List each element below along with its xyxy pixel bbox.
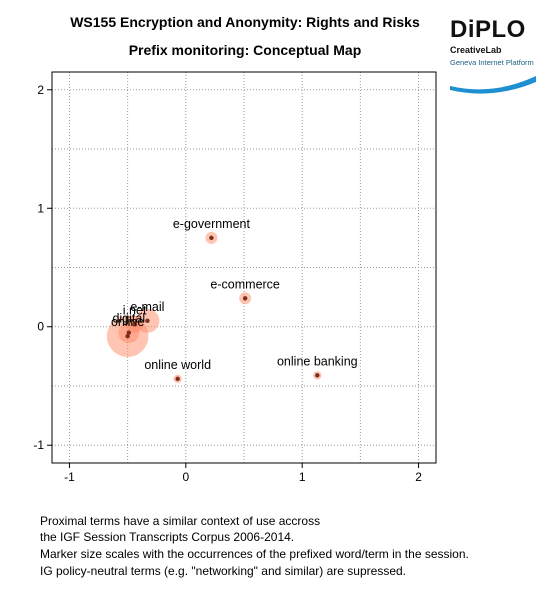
- x-tick-label: 2: [415, 470, 422, 484]
- logo-name: DiPLO: [450, 16, 526, 43]
- chart-subtitle: Prefix monitoring: Conceptual Map: [128, 42, 362, 58]
- point-label: e-mail: [130, 300, 164, 314]
- note-line-1: Proximal terms have a similar context of…: [40, 514, 321, 528]
- logo-swoosh-icon: [450, 76, 536, 94]
- bubble-center-dot: [126, 330, 131, 335]
- note-line-2: the IGF Session Transcripts Corpus 2006-…: [40, 530, 295, 544]
- y-tick-label: 1: [37, 201, 44, 215]
- bubble-center-dot: [132, 322, 137, 327]
- point-label: online world: [144, 358, 211, 372]
- note-line-3: Marker size scales with the occurrences …: [40, 547, 469, 561]
- x-tick-label: 0: [182, 470, 189, 484]
- y-tick-label: 0: [37, 320, 44, 334]
- bubble-center-dot: [209, 235, 214, 241]
- point-label: e-government: [173, 217, 251, 231]
- x-tick-label: -1: [64, 470, 75, 484]
- bubble-center-dot: [175, 376, 180, 382]
- point-label: online banking: [277, 354, 358, 368]
- logo-line2: Geneva Internet Platform: [450, 58, 534, 67]
- bubble-center-dot: [315, 373, 320, 378]
- y-tick-label: 2: [37, 83, 44, 97]
- chart-title: WS155 Encryption and Anonymity: Rights a…: [70, 14, 420, 30]
- point-label: digital: [112, 312, 145, 326]
- diplo-logo: DiPLO CreativeLab Geneva Internet Platfo…: [448, 16, 544, 94]
- plot-frame: [51, 71, 437, 464]
- bubble-center-dot: [145, 318, 150, 324]
- point-label: online: [111, 315, 144, 329]
- x-tick-label: 1: [299, 470, 306, 484]
- point-label: i.net: [123, 303, 147, 317]
- bubble-center-dot: [125, 334, 130, 339]
- bubble-center-dot: [242, 296, 248, 301]
- y-tick-label: -1: [33, 438, 44, 452]
- logo-line1: CreativeLab: [450, 45, 502, 55]
- point-label: e-commerce: [210, 277, 280, 291]
- note-line-4: IG policy-neutral terms (e.g. "networkin…: [40, 564, 406, 578]
